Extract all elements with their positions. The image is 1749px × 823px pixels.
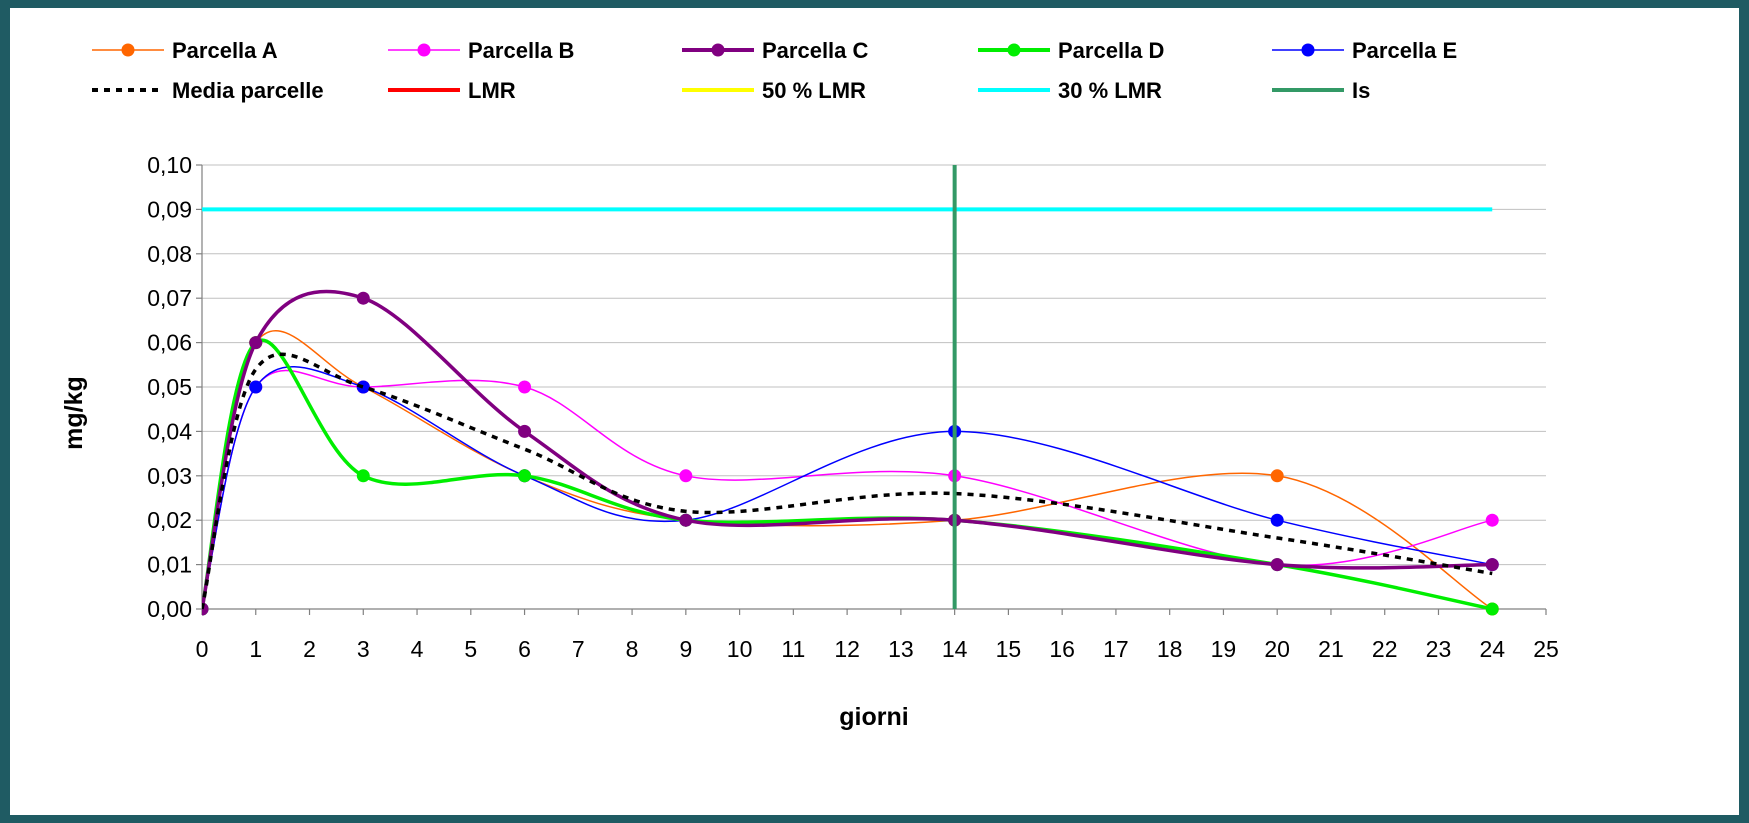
- x-tick-label: 12: [834, 636, 860, 662]
- legend-marker: [1007, 43, 1021, 57]
- series-parcella-b: [202, 369, 1499, 616]
- legend-label: 30 % LMR: [1058, 78, 1162, 103]
- x-tick-label: 7: [572, 636, 585, 662]
- x-tick-label: 20: [1264, 636, 1290, 662]
- chart-frame: Parcella A Parcella B Parcella C Parcella D…: [10, 8, 1739, 815]
- legend-item-lmr: LMR: [388, 78, 516, 103]
- series-line: [202, 366, 1493, 610]
- data-point: [518, 424, 532, 438]
- legend-item-parcella-e: Parcella E: [1272, 38, 1457, 63]
- legend-label: Parcella E: [1352, 38, 1457, 63]
- x-tick-label: 17: [1103, 636, 1129, 662]
- legend-label: Is: [1352, 78, 1370, 103]
- x-tick-label: 11: [781, 636, 805, 662]
- x-tick-label: 21: [1318, 636, 1344, 662]
- line-chart: Parcella A Parcella B Parcella C Parcella D…: [60, 38, 1559, 731]
- x-tick-label: 14: [942, 636, 968, 662]
- x-tick-label: 19: [1211, 636, 1237, 662]
- series-line: [202, 369, 1493, 610]
- data-point: [249, 380, 263, 394]
- data-point: [249, 336, 263, 350]
- x-tick-label: 15: [996, 636, 1022, 662]
- data-point: [356, 380, 370, 394]
- x-tick-label: 0: [196, 636, 209, 662]
- legend-item-media-parcelle: Media parcelle: [92, 78, 324, 103]
- y-tick-label: 0,04: [147, 418, 192, 444]
- data-point: [1485, 558, 1499, 572]
- legend-label: Media parcelle: [172, 78, 324, 103]
- data-point: [518, 380, 532, 394]
- legend-item-50-lmr: 50 % LMR: [682, 78, 866, 103]
- x-axis-title: giorni: [839, 703, 908, 731]
- x-tick-label: 4: [411, 636, 424, 662]
- y-tick-label: 0,02: [147, 507, 192, 533]
- series-line: [202, 338, 1493, 611]
- series-line: [202, 352, 1493, 610]
- x-tick-label: 6: [518, 636, 531, 662]
- data-point: [1485, 602, 1499, 616]
- x-tick-label: 16: [1049, 636, 1075, 662]
- x-tick-label: 9: [679, 636, 692, 662]
- series-parcella-e: [202, 366, 1499, 616]
- y-tick-label: 0,07: [147, 285, 192, 311]
- series-media-parcelle: [202, 352, 1493, 610]
- y-tick-label: 0,09: [147, 196, 192, 222]
- axes: [196, 164, 1547, 615]
- data-point: [518, 469, 532, 483]
- series-parcella-c: [202, 289, 1499, 616]
- data-point: [1270, 513, 1284, 527]
- y-tick-label: 0,06: [147, 330, 192, 356]
- y-tick-label: 0,10: [147, 152, 192, 178]
- x-tick-label: 1: [249, 636, 262, 662]
- data-point: [679, 513, 693, 527]
- legend-label: LMR: [468, 78, 516, 103]
- y-tick-label: 0,01: [147, 552, 192, 578]
- legend-label: Parcella B: [468, 38, 574, 63]
- tick-labels: 0,00 0,01 0,02 0,03 0,04 0,05 0,06 0,07 0,08 0,09…: [147, 152, 1559, 662]
- data-point: [1270, 558, 1284, 572]
- legend-item-parcella-a: Parcella A: [92, 38, 278, 63]
- legend-marker: [1301, 43, 1315, 57]
- legend-marker: [121, 43, 135, 57]
- legend-item-is: Is: [1272, 78, 1370, 103]
- legend-label: Parcella A: [172, 38, 278, 63]
- x-tick-label: 10: [727, 636, 753, 662]
- plot-area: [202, 165, 1499, 616]
- x-tick-label: 13: [888, 636, 914, 662]
- legend-item-parcella-b: Parcella B: [388, 38, 574, 63]
- x-tick-label: 18: [1157, 636, 1183, 662]
- x-tick-label: 5: [464, 636, 477, 662]
- x-tick-label: 3: [357, 636, 370, 662]
- data-point: [1485, 513, 1499, 527]
- x-tick-label: 24: [1479, 636, 1505, 662]
- legend-marker: [417, 43, 431, 57]
- legend-label: Parcella C: [762, 38, 869, 63]
- x-tick-label: 25: [1533, 636, 1559, 662]
- legend-item-parcella-d: Parcella D: [978, 38, 1164, 63]
- x-tick-label: 23: [1426, 636, 1452, 662]
- data-point: [679, 469, 693, 483]
- legend-marker: [711, 43, 725, 57]
- x-tick-label: 22: [1372, 636, 1398, 662]
- data-point: [1270, 469, 1284, 483]
- x-tick-label: 2: [303, 636, 316, 662]
- y-axis-title: mg/kg: [60, 376, 88, 450]
- gridlines: [202, 164, 1546, 566]
- legend-label: 50 % LMR: [762, 78, 866, 103]
- data-point: [356, 291, 370, 305]
- legend-item-parcella-c: Parcella C: [682, 38, 869, 63]
- legend: Parcella A Parcella B Parcella C Parcella D…: [92, 38, 1457, 103]
- y-tick-label: 0,05: [147, 374, 192, 400]
- x-tick-label: 8: [626, 636, 639, 662]
- y-tick-label: 0,00: [147, 596, 192, 622]
- data-point: [356, 469, 370, 483]
- series-line: [202, 289, 1493, 610]
- legend-label: Parcella D: [1058, 38, 1164, 63]
- legend-item-30-lmr: 30 % LMR: [978, 78, 1162, 103]
- y-tick-label: 0,03: [147, 463, 192, 489]
- y-tick-label: 0,08: [147, 241, 192, 267]
